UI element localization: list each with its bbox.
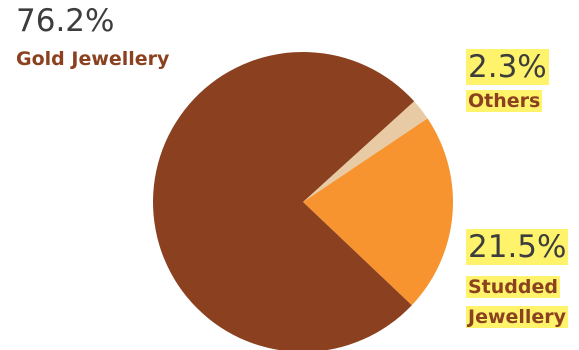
gold-jewellery-category-label: Gold Jewellery xyxy=(16,48,169,71)
others-percent-label: 2.3% xyxy=(466,49,549,85)
studded-jewellery-percent-text: 21.5% xyxy=(466,229,569,265)
gold-jewellery-category-text: Gold Jewellery xyxy=(16,48,170,70)
gold-jewellery-percent-label: 76.2% xyxy=(16,6,114,37)
gold-jewellery-percent-text: 76.2% xyxy=(16,3,115,39)
studded-jewellery-category-label: Studded Jewellery xyxy=(466,272,576,332)
studded-jewellery-percent-label: 21.5% xyxy=(466,229,569,265)
pie-slice-studded-jewellery xyxy=(303,118,453,306)
studded-jewellery-category-text: Studded Jewellery xyxy=(466,276,569,328)
others-percent-text: 2.3% xyxy=(466,49,549,85)
others-category-text: Others xyxy=(466,90,543,112)
pie-slice-others xyxy=(303,101,428,202)
pie-slice-gold-jewellery xyxy=(153,52,415,350)
others-category-label: Others xyxy=(466,90,543,113)
